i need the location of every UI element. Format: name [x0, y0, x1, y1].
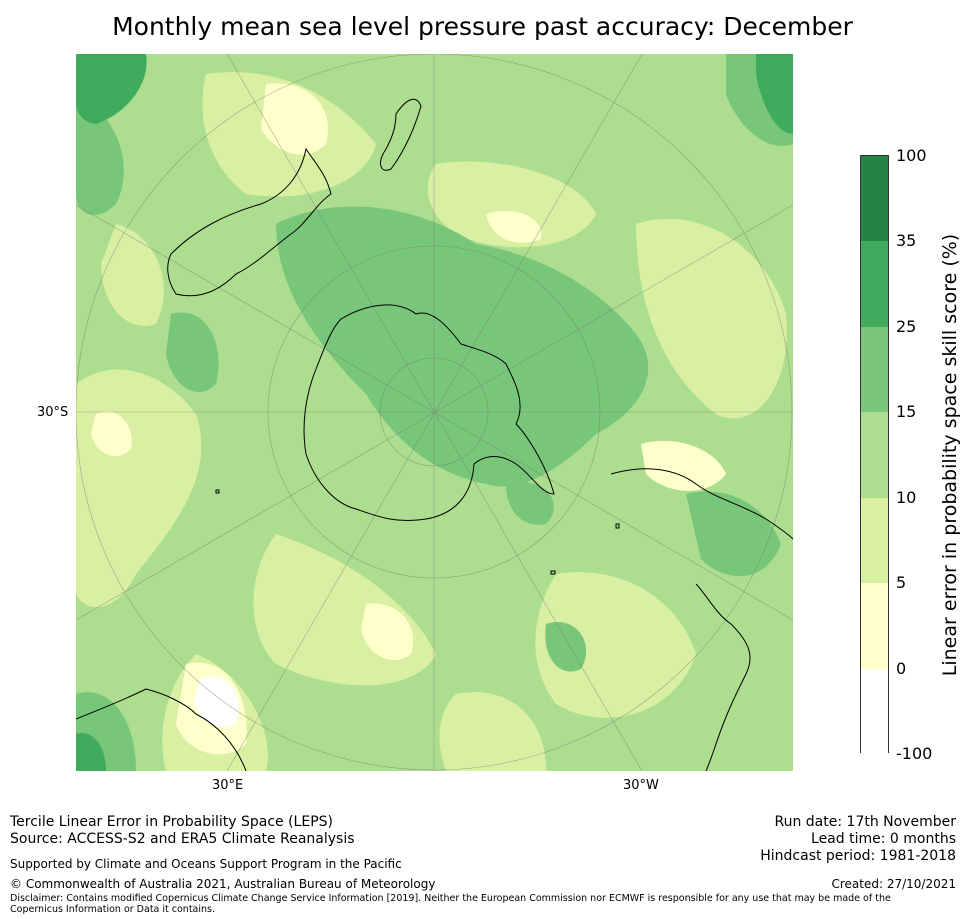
footer-created: Created: 27/10/2021: [831, 877, 956, 891]
colorbar-tick-label: 25: [896, 316, 917, 336]
footer-hindcast: Hindcast period: 1981-2018: [760, 848, 956, 864]
colorbar-tick-label: 0: [896, 658, 907, 678]
colorbar-bin: [861, 412, 888, 498]
footer-run-date: Run date: 17th November: [774, 814, 957, 830]
footer-disclaimer: Disclaimer: Contains modified Copernicus…: [10, 893, 891, 915]
tick-label-30w: 30°W: [623, 778, 659, 793]
antarctica-coast: [303, 304, 555, 522]
south-america-coast: [610, 468, 793, 771]
footer-support: Supported by Climate and Oceans Support …: [10, 857, 402, 871]
colorbar-bin: [861, 326, 888, 413]
chart-title: Monthly mean sea level pressure past acc…: [112, 12, 853, 41]
colorbar-tick-label: 15: [896, 402, 917, 422]
tick-label-30s: 30°S: [37, 405, 69, 420]
colorbar-bin: [861, 156, 888, 242]
colorbar-bin: [861, 668, 888, 754]
skill-region-below-0: [194, 676, 239, 728]
colorbar-tick-label: 35: [896, 231, 917, 251]
footer-source: Source: ACCESS-S2 and ERA5 Climate Reana…: [10, 831, 355, 847]
new-zealand-coast: [380, 98, 422, 171]
colorbar-tick-label: 5: [896, 573, 907, 593]
australia-coast: [167, 147, 332, 297]
footer-method: Tercile Linear Error in Probability Spac…: [10, 814, 333, 830]
skill-region-15-25: [76, 54, 793, 771]
colorbar-bin: [861, 583, 888, 669]
colorbar-bin: [861, 497, 888, 584]
coastlines: [76, 98, 793, 771]
tick-label-30e: 30°E: [212, 778, 244, 793]
polar-skill-map: [76, 54, 793, 771]
colorbar-tick-label: 100: [896, 146, 927, 165]
africa-coast: [76, 688, 247, 771]
colorbar-tick-label: -100: [896, 744, 933, 763]
graticule: [76, 54, 793, 771]
colorbar-tick-label: 10: [896, 487, 917, 507]
colorbar: [860, 155, 889, 754]
footer-copyright: © Commonwealth of Australia 2021, Austra…: [10, 877, 436, 891]
skill-region-25-35: [76, 54, 793, 771]
southern-islands: [215, 489, 620, 575]
colorbar-title: Linear error in probability space skill …: [939, 233, 961, 677]
colorbar-bin: [861, 241, 888, 327]
footer-lead-time: Lead time: 0 months: [811, 831, 956, 847]
